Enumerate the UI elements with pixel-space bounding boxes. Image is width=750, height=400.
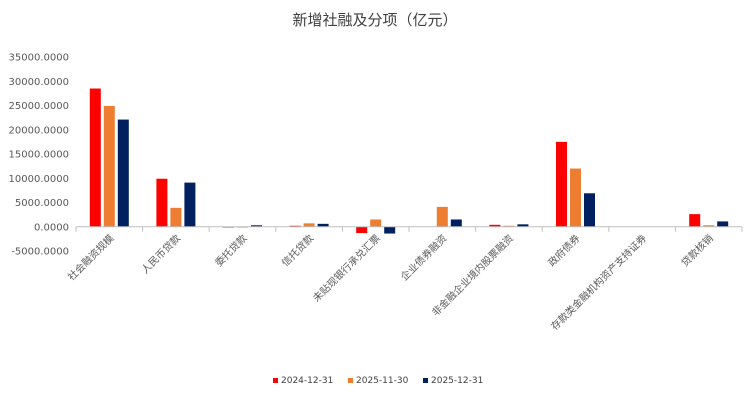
bar [370,219,382,227]
bar [384,226,396,234]
x-tick-label: 政府债券 [545,232,582,269]
bar [251,225,262,227]
bar [317,223,329,227]
y-tick-label: 20000.0000 [9,125,69,136]
legend: 2024-12-31 2025-11-30 2025-12-31 [273,376,483,386]
y-tick-label: 25000.0000 [9,101,69,112]
bar [556,141,567,227]
y-tick-label: 0.0000 [34,222,69,233]
bar [703,225,715,227]
bar [689,214,701,227]
legend-swatch [423,378,428,383]
x-tick-label: 委托贷款 [212,232,249,269]
x-tick-label: 贷款核销 [678,232,715,269]
bar [89,88,101,227]
x-tick-label: 人民币贷款 [138,232,183,277]
legend-swatch [348,378,353,383]
legend-label: 2025-12-31 [431,376,483,386]
bar [450,219,462,227]
x-tick-label: 企业债券融资 [398,232,450,284]
bar [156,178,168,227]
bar [717,221,729,227]
legend-label: 2025-11-30 [356,376,409,386]
x-tick-label: 未贴现银行承兑汇票 [310,232,383,305]
bar [117,119,129,227]
legend-label: 2024-12-31 [281,376,333,386]
bar [436,206,448,227]
bar [170,207,182,227]
x-tick-label: 信托贷款 [279,232,316,269]
bar [489,224,501,227]
x-tick-label: 社会融资规模 [65,232,117,284]
bar [184,182,196,227]
bar [356,226,368,234]
y-axis: 35000.0000 30000.0000 25000.0000 20000.0000… [9,53,69,258]
bars [89,88,729,234]
legend-swatch [273,378,278,383]
y-tick-label: 5000.0000 [15,198,69,209]
bar [570,168,581,227]
y-tick-label: 35000.0000 [9,53,69,64]
y-tick-label: 15000.0000 [9,150,69,161]
bar [584,193,595,227]
y-tick-label: 30000.0000 [9,77,69,88]
bar [303,223,315,227]
y-tick-label: -5000.0000 [11,247,69,258]
bar [103,105,115,227]
bar [517,224,529,227]
chart-title: 新增社融及分项（亿元） [292,11,457,29]
y-tick-label: 10000.0000 [9,174,69,185]
